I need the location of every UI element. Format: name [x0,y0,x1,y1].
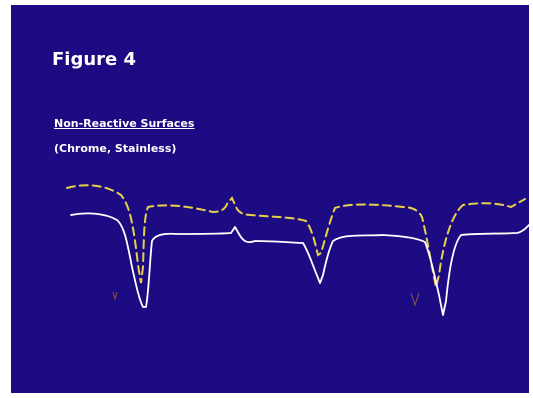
v-marker-right [410,292,420,307]
solid-trace [70,212,529,316]
figure-title: Figure 4 [52,49,137,70]
trace-diagram [66,184,529,316]
v-marker-left [112,291,118,301]
surface-subheading: (Chrome, Stainless) [54,142,177,155]
dashed-trace [66,184,526,288]
surface-heading: Non-Reactive Surfaces [54,117,195,130]
slide: Figure 4 Non-Reactive Surfaces (Chrome, … [11,5,529,393]
